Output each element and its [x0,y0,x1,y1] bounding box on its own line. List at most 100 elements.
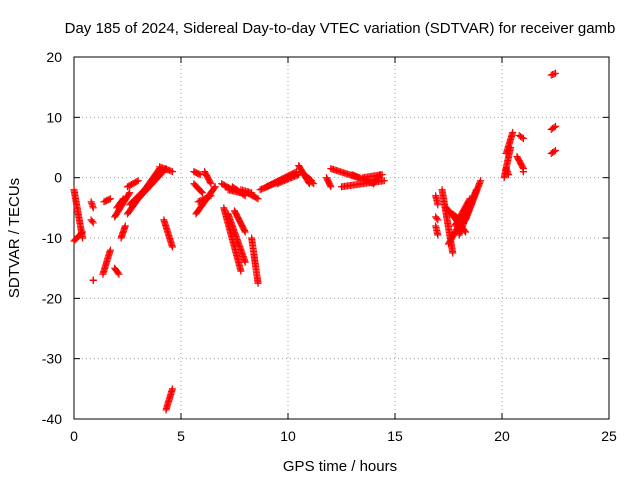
data-point [310,180,318,188]
x-tick-label: 20 [494,428,510,444]
data-point [550,148,558,156]
data-point [552,122,559,130]
point-cluster [194,192,215,206]
data-point [376,171,384,179]
point-cluster [370,171,384,188]
y-tick-label: -40 [42,411,62,427]
data-point [106,195,114,203]
point-cluster [111,264,123,278]
point-cluster [134,165,170,203]
data-point [550,70,558,78]
data-point [168,168,176,176]
point-cluster [432,222,442,239]
data-point [125,190,133,198]
point-cluster [462,177,485,224]
data-point [241,227,249,235]
y-tick-label: 20 [46,49,62,65]
x-tick-label: 0 [70,428,78,444]
data-point [126,189,134,197]
data-point [133,177,141,185]
data-point [106,246,114,254]
data-point [326,181,334,189]
data-point [79,228,87,236]
data-point [197,188,205,196]
data-point [434,231,442,239]
y-tick-label: -20 [42,290,62,306]
data-point [550,123,558,131]
data-point [241,258,249,266]
y-axis-label: SDTVAR / TECUs [6,178,23,298]
data-point [89,204,97,212]
data-point [207,192,215,200]
point-cluster [432,192,442,209]
data-point [195,170,203,178]
y-tick-label: 10 [46,109,62,125]
data-point [114,269,122,277]
data-point [118,196,126,204]
data-point [519,134,527,142]
point-cluster [224,210,249,266]
point-cluster [124,177,142,191]
data-point [509,128,517,136]
point-cluster [100,195,114,206]
data-point [241,228,249,236]
point-cluster [243,189,262,203]
point-cluster [156,163,176,176]
data-point [168,243,176,251]
data-point [105,195,113,203]
data-point [89,276,97,284]
point-cluster [201,168,215,188]
data-point [375,172,383,180]
point-cluster [519,168,527,176]
data-point [89,219,97,227]
point-cluster [99,246,114,278]
data-point [519,168,527,176]
x-tick-labels: 0 5 10 15 20 25 [70,428,617,444]
data-point [433,214,441,222]
data-point [211,183,219,191]
data-point [434,216,442,224]
point-cluster [220,204,245,275]
y-tick-label: -10 [42,230,62,246]
point-cluster [502,165,512,179]
point-cluster [513,153,527,173]
point-cluster [70,186,87,242]
point-cluster [190,168,204,179]
x-tick-label: 10 [280,428,296,444]
data-point [207,180,215,188]
data-point [254,279,262,287]
point-cluster [323,174,335,191]
data-point [206,178,214,186]
data-point [552,147,559,155]
point-cluster [162,385,176,414]
point-cluster [547,122,559,133]
data-point [519,163,527,171]
point-cluster [113,195,127,212]
data-point [88,217,96,225]
point-cluster [547,147,559,158]
data-point [134,177,142,185]
point-cluster [515,131,527,142]
data-point [477,177,485,185]
data-point [198,189,206,197]
point-cluster [87,216,97,227]
point-cluster [160,216,176,251]
data-point [504,171,512,179]
y-tick-label: -30 [42,351,62,367]
data-point [518,133,526,141]
data-point [210,184,218,192]
data-point [380,177,388,185]
data-point [237,267,245,275]
point-cluster [87,198,97,212]
data-points [70,69,559,414]
data-point [327,183,335,191]
data-point [119,195,127,203]
point-cluster [305,177,318,188]
point-cluster [502,128,517,158]
data-point [254,195,262,203]
point-cluster [231,207,249,236]
x-axis-label: GPS time / hours [283,458,397,475]
point-cluster [248,234,262,287]
point-cluster [192,183,219,218]
